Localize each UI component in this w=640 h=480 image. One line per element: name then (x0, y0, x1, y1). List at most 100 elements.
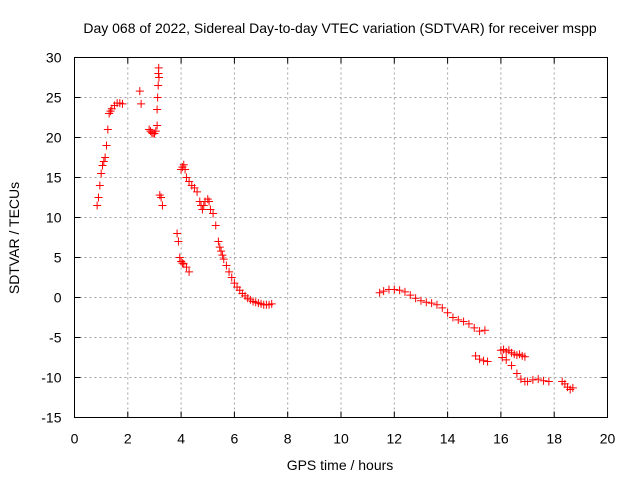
data-point (158, 201, 167, 210)
data-point (568, 383, 577, 392)
data-point (438, 303, 447, 312)
data-point (154, 63, 163, 72)
chart-title: Day 068 of 2022, Sidereal Day-to-day VTE… (83, 20, 596, 36)
data-point (475, 327, 484, 336)
data-point (225, 267, 234, 276)
data-point (459, 317, 468, 326)
y-tick-label: 25 (46, 90, 62, 106)
data-point (218, 251, 227, 260)
data-point (151, 127, 160, 136)
data-point (209, 209, 218, 218)
data-point (97, 169, 106, 178)
data-point (93, 201, 102, 210)
data-point (411, 294, 420, 303)
data-point (406, 291, 415, 300)
data-point (222, 261, 231, 270)
data-series-sdtvar (93, 63, 577, 394)
data-point (475, 355, 484, 364)
data-point (512, 369, 521, 378)
x-tick-label: 6 (231, 431, 239, 447)
data-point (137, 99, 146, 108)
data-point (175, 253, 184, 262)
data-point (214, 237, 223, 246)
data-point (135, 87, 144, 96)
data-point (102, 141, 111, 150)
data-point (416, 296, 425, 305)
data-point (154, 73, 163, 82)
data-point (454, 315, 463, 324)
data-point (157, 193, 166, 202)
data-point (173, 229, 182, 238)
grid-lines (74, 57, 608, 418)
x-axis-label: GPS time / hours (287, 457, 394, 473)
data-point (502, 355, 511, 364)
y-tick-label: -15 (41, 410, 61, 426)
data-point (267, 299, 276, 308)
x-tick-label: 12 (387, 431, 403, 447)
y-tick-label: 20 (46, 130, 62, 146)
y-tick-labels: 30 25 20 15 10 5 0 -5 -10 -15 (41, 50, 61, 426)
x-tick-label: 10 (333, 431, 349, 447)
data-point (99, 157, 108, 166)
data-point (443, 308, 452, 317)
data-point (153, 105, 162, 114)
data-point (379, 287, 388, 296)
data-point (211, 221, 220, 230)
data-point (520, 352, 529, 361)
data-point (153, 93, 162, 102)
y-tick-label: 30 (46, 50, 62, 66)
data-point (219, 255, 228, 264)
data-point (375, 288, 384, 297)
data-point (174, 237, 183, 246)
data-point (483, 357, 492, 366)
data-point (539, 376, 548, 385)
data-point (205, 197, 214, 206)
data-point (227, 273, 236, 282)
data-point (427, 299, 436, 308)
data-point (98, 161, 107, 170)
x-tick-label: 0 (71, 431, 79, 447)
data-point (181, 165, 190, 174)
data-point (101, 153, 110, 162)
y-tick-label: 10 (46, 210, 62, 226)
x-tick-label: 20 (600, 431, 616, 447)
data-point (534, 375, 543, 384)
data-point (217, 247, 226, 256)
data-point (179, 160, 188, 169)
data-point (94, 193, 103, 202)
x-tick-label: 14 (440, 431, 456, 447)
data-point (528, 375, 537, 384)
data-point (154, 81, 163, 90)
data-point (544, 377, 553, 386)
plot-frame (74, 57, 608, 418)
data-point (432, 300, 441, 309)
x-tick-label: 4 (177, 431, 185, 447)
data-point (215, 243, 224, 252)
data-point (193, 187, 202, 196)
data-point (153, 121, 162, 130)
data-point (103, 125, 112, 134)
data-point (198, 205, 207, 214)
data-point (422, 298, 431, 307)
y-tick-label: 15 (46, 170, 62, 186)
y-tick-label: -10 (41, 370, 61, 386)
y-tick-label: 5 (54, 250, 62, 266)
data-point (400, 287, 409, 296)
data-point (95, 181, 104, 190)
data-point (479, 356, 488, 365)
data-point (480, 326, 489, 335)
data-point (464, 319, 473, 328)
data-point (470, 323, 479, 332)
x-tick-label: 16 (493, 431, 509, 447)
data-point (390, 285, 399, 294)
data-point (448, 313, 457, 322)
y-tick-label: -5 (49, 330, 62, 346)
data-point (395, 286, 404, 295)
data-point (178, 259, 187, 268)
data-point (471, 351, 480, 360)
data-point (185, 267, 194, 276)
y-axis-label: SDTVAR / TECUs (6, 182, 22, 294)
data-point (182, 263, 191, 272)
data-point (118, 99, 127, 108)
